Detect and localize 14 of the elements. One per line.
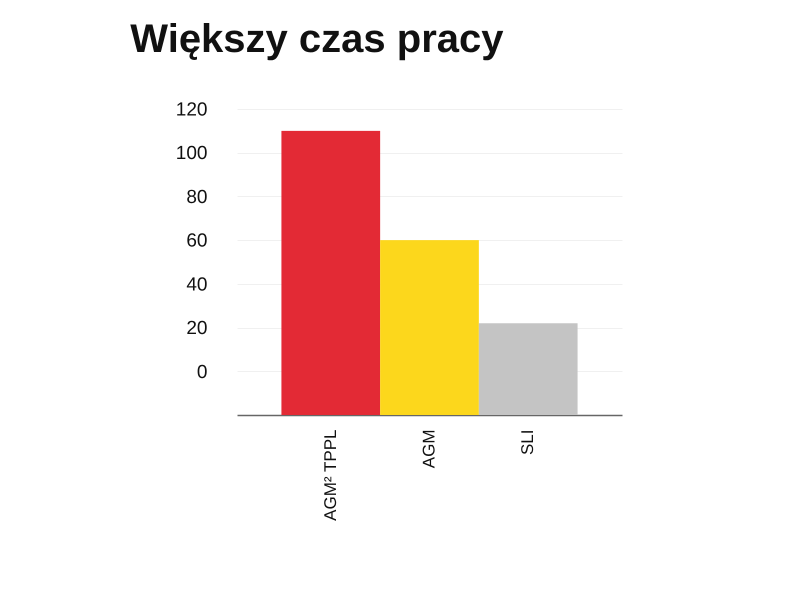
y-tick-label: 20	[186, 318, 208, 340]
y-tick-label: 0	[196, 362, 208, 383]
y-tick-label: 80	[186, 186, 208, 208]
x-tick-label: AGM² TPPL	[320, 430, 340, 521]
bar	[380, 240, 479, 415]
y-tick-label: 40	[186, 274, 208, 296]
x-tick-label: SLI	[518, 430, 538, 456]
y-tick-label: 60	[186, 230, 208, 252]
y-tick-label: 120	[176, 100, 208, 120]
bar	[281, 130, 380, 415]
bar	[478, 323, 578, 415]
chart-title: Większy czas pracy	[130, 17, 504, 61]
x-tick-label: AGM	[420, 430, 438, 468]
y-tick-label: 100	[176, 143, 208, 164]
